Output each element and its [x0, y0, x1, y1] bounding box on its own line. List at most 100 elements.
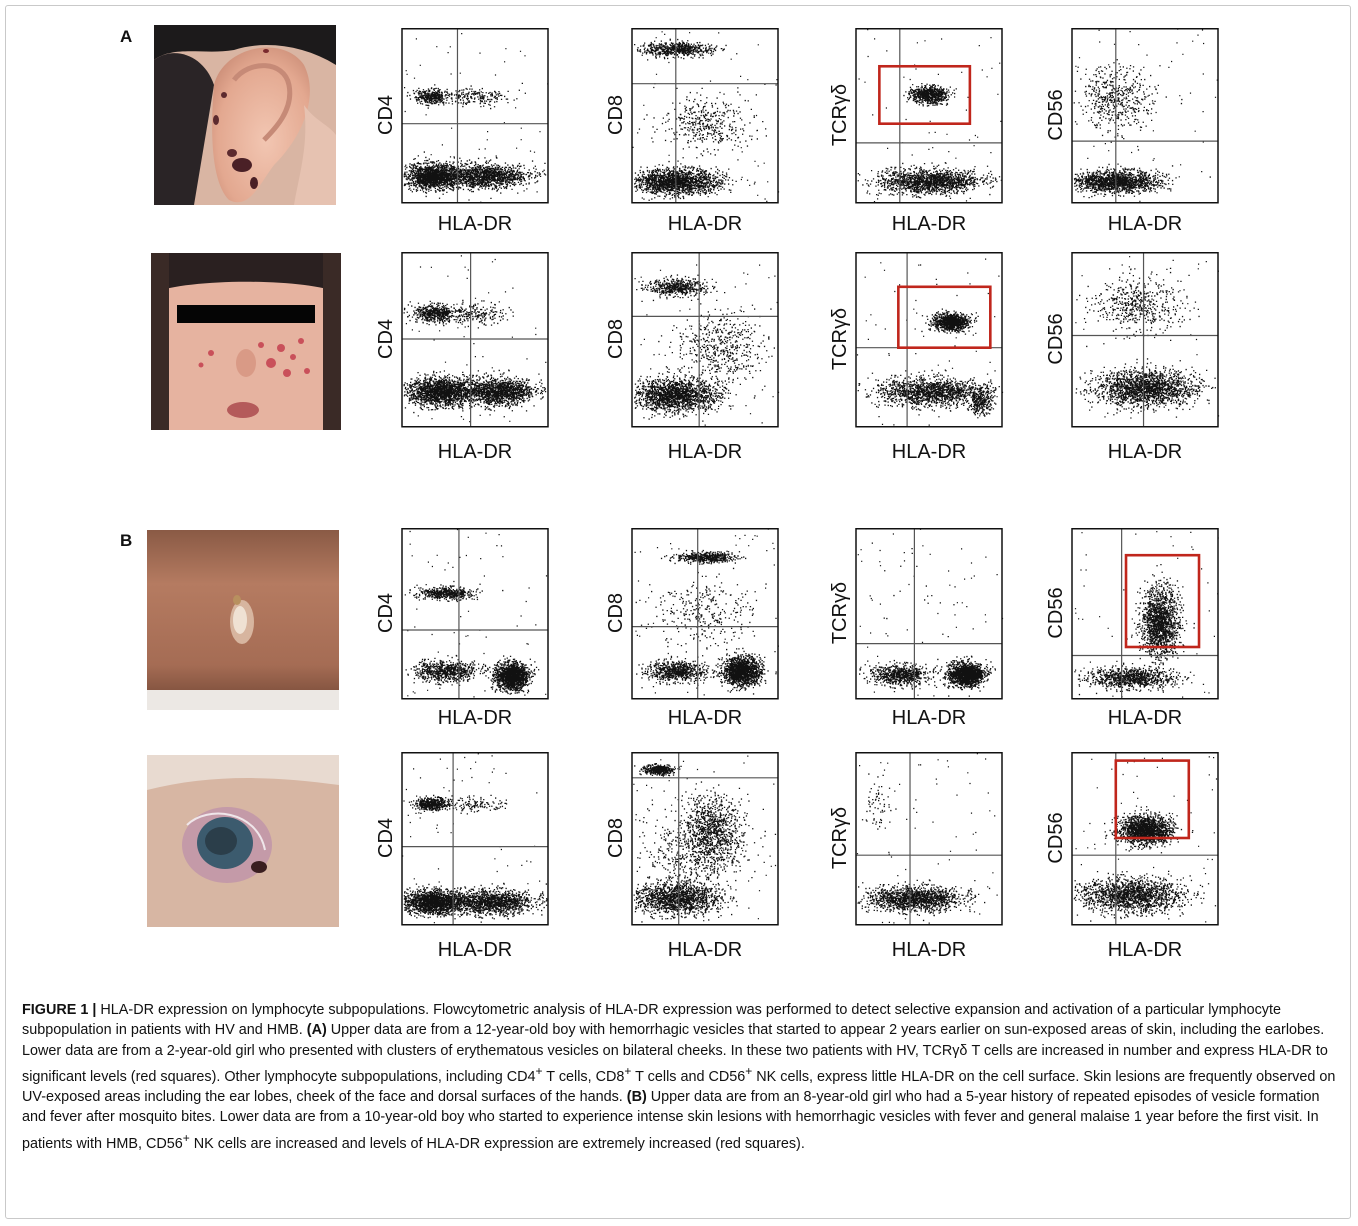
x-axis-label: HLA-DR: [892, 939, 966, 961]
caption-a-label: (A): [306, 1022, 327, 1039]
plot-frame: [855, 528, 1003, 700]
caption-a-text-1: Upper data are from a 12-year-old boy wi…: [22, 1022, 1328, 1085]
flow-plot-cd4-row2: CD4 HLA-DR: [366, 252, 552, 464]
flow-plot-tcr-row1: TCRγδ HLA-DR: [820, 28, 1006, 236]
caption-b-text-2: NK cells are increased and levels of HLA…: [189, 1135, 805, 1152]
plot-frame: [401, 252, 549, 428]
event-dots: [634, 264, 780, 426]
caption-a-text-2: T cells, CD8: [542, 1068, 625, 1085]
flow-plot-cd56-row1: CD56 HLA-DR: [1036, 28, 1222, 236]
event-dots: [634, 528, 779, 696]
event-dots: [404, 528, 548, 698]
plot-frame: [855, 28, 1003, 204]
flow-plot-tcr-row4: TCRγδ HLA-DR: [820, 752, 1006, 962]
y-axis-label: CD4: [375, 593, 397, 633]
gate-red-square: [1124, 553, 1201, 649]
x-axis-label: HLA-DR: [668, 441, 742, 463]
caption-sup-1: +: [535, 1063, 543, 1078]
y-axis-label: CD4: [375, 818, 397, 858]
event-dots: [632, 28, 780, 202]
x-axis-label: HLA-DR: [892, 441, 966, 463]
plot-frame: [1071, 752, 1219, 926]
y-axis-label: TCRγδ: [829, 84, 851, 146]
figure-caption: FIGURE 1 | HLA-DR expression on lymphocy…: [22, 1000, 1340, 1154]
y-axis-label: CD8: [605, 319, 627, 359]
gate-red-square: [1114, 759, 1191, 840]
event-dots: [1073, 756, 1218, 923]
event-dots: [856, 258, 1004, 426]
plot-frame: [1071, 28, 1219, 204]
y-axis-label: TCRγδ: [829, 308, 851, 370]
flow-plot-cd4-row1: CD4 HLA-DR: [366, 28, 552, 236]
plot-frame: [401, 28, 549, 204]
x-axis-label: HLA-DR: [668, 707, 742, 729]
caption-sup-4: +: [182, 1130, 190, 1145]
y-axis-label: CD8: [605, 95, 627, 135]
event-dots: [403, 255, 547, 423]
y-axis-label: CD56: [1045, 313, 1067, 364]
event-dots: [402, 753, 548, 924]
x-axis-label: HLA-DR: [438, 939, 512, 961]
flow-plot-cd8-row3: CD8 HLA-DR: [596, 528, 782, 730]
figure-frame: [5, 5, 1351, 1219]
face-lesion-photo: [151, 253, 341, 430]
flow-plot-cd56-row4: CD56 HLA-DR: [1036, 752, 1222, 962]
x-axis-label: HLA-DR: [892, 707, 966, 729]
x-axis-label: HLA-DR: [1108, 939, 1182, 961]
flow-plot-cd56-row3: CD56 HLA-DR: [1036, 528, 1222, 730]
skin-ulcer-photo: [147, 755, 339, 927]
y-axis-label: TCRγδ: [829, 582, 851, 644]
flow-plot-tcr-row3: TCRγδ HLA-DR: [820, 528, 1006, 730]
x-axis-label: HLA-DR: [892, 213, 966, 235]
y-axis-label: CD4: [375, 319, 397, 359]
plot-frame: [401, 752, 549, 926]
event-dots: [856, 753, 998, 924]
event-dots: [857, 528, 1004, 697]
x-axis-label: HLA-DR: [438, 213, 512, 235]
plot-frame: [631, 252, 779, 428]
plot-frame: [1071, 528, 1219, 700]
flow-plot-cd4-row4: CD4 HLA-DR: [366, 752, 552, 962]
event-dots: [1073, 28, 1218, 202]
x-axis-label: HLA-DR: [668, 213, 742, 235]
panel-label-a: A: [120, 27, 133, 46]
gate-red-square: [878, 64, 972, 125]
y-axis-label: CD4: [375, 95, 397, 135]
x-axis-label: HLA-DR: [438, 441, 512, 463]
x-axis-label: HLA-DR: [1108, 707, 1182, 729]
y-axis-label: CD8: [605, 818, 627, 858]
event-dots: [403, 33, 549, 203]
y-axis-label: CD56: [1045, 89, 1067, 140]
y-axis-label: CD56: [1045, 587, 1067, 638]
plot-frame: [631, 528, 779, 700]
y-axis-label: TCRγδ: [829, 807, 851, 869]
caption-sup-3: +: [745, 1063, 753, 1078]
plot-frame: [855, 252, 1003, 428]
plot-frame: [631, 752, 779, 926]
flow-plot-cd4-row3: CD4 HLA-DR: [366, 528, 552, 730]
y-axis-label: CD56: [1045, 812, 1067, 863]
ear-lesion-photo: [154, 25, 336, 205]
gate-red-square: [897, 285, 992, 350]
panel-label-b: B: [120, 531, 133, 550]
plot-frame: [1071, 252, 1219, 428]
caption-label: FIGURE 1 |: [22, 1002, 97, 1018]
caption-a-text-4: NK cells, express little HLA-DR on the c…: [22, 1068, 1336, 1105]
event-dots: [633, 755, 777, 923]
flow-plot-cd8-row1: CD8 HLA-DR: [596, 28, 782, 236]
arm-vesicle-photo: [147, 530, 339, 710]
x-axis-label: HLA-DR: [438, 707, 512, 729]
plot-frame: [855, 752, 1003, 926]
plot-frame: [631, 28, 779, 204]
caption-b-label: (B): [626, 1088, 647, 1105]
x-axis-label: HLA-DR: [1108, 441, 1182, 463]
caption-sup-2: +: [624, 1063, 632, 1078]
flow-plot-cd8-row4: CD8 HLA-DR: [596, 752, 782, 962]
x-axis-label: HLA-DR: [1108, 213, 1182, 235]
x-axis-label: HLA-DR: [668, 939, 742, 961]
caption-title: HLA-DR expression on lymphocyte subpopul…: [22, 1002, 1281, 1039]
flow-plot-cd56-row2: CD56 HLA-DR: [1036, 252, 1222, 464]
flow-plot-tcr-row2: TCRγδ HLA-DR: [820, 252, 1006, 464]
flow-plot-cd8-row2: CD8 HLA-DR: [596, 252, 782, 464]
caption-b-text-1: Upper data are from an 8-year-old girl w…: [22, 1088, 1320, 1152]
